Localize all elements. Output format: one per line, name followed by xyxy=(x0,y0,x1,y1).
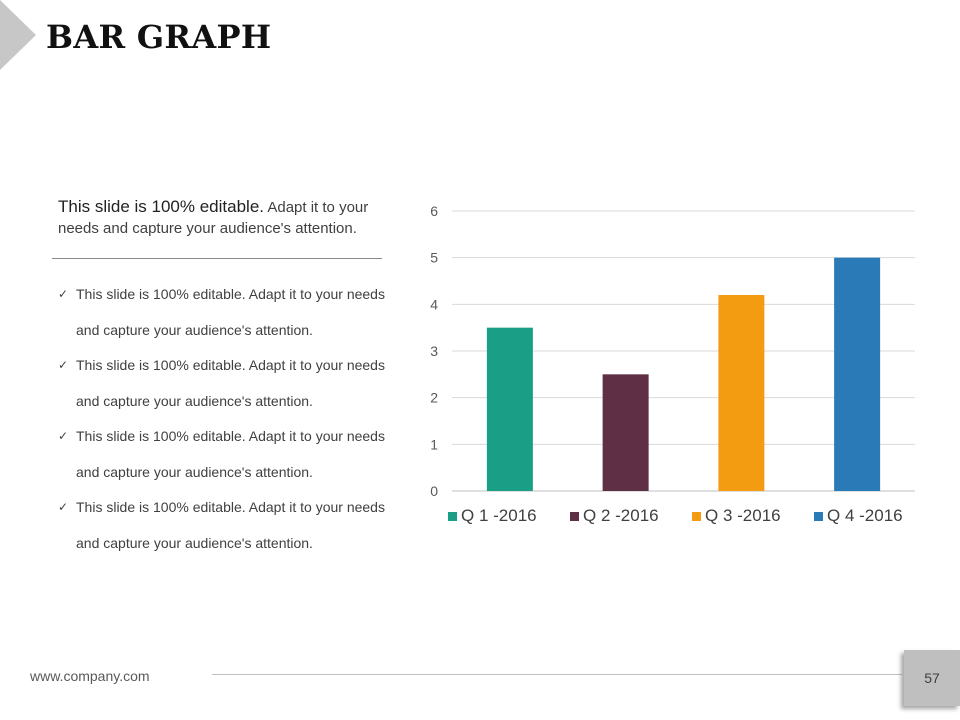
bar xyxy=(486,327,533,491)
divider xyxy=(52,258,382,259)
bullet-text: This slide is 100% editable. Adapt it to… xyxy=(76,286,385,338)
bar xyxy=(834,257,881,491)
bullet-item: ✓ This slide is 100% editable. Adapt it t… xyxy=(58,489,408,560)
bullet-list: ✓ This slide is 100% editable. Adapt it t… xyxy=(58,276,408,560)
checkmark-icon: ✓ xyxy=(58,358,69,372)
y-tick-label: 2 xyxy=(430,390,438,406)
page-number-box xyxy=(904,650,960,706)
y-tick-label: 3 xyxy=(430,343,438,359)
legend-swatch xyxy=(814,512,823,521)
footer-divider xyxy=(212,674,902,675)
legend-swatch xyxy=(692,512,701,521)
checkmark-icon: ✓ xyxy=(58,287,69,301)
legend-label: Q 2 -2016 xyxy=(583,506,659,525)
intro-rest: Adapt it to your needs and capture your … xyxy=(58,199,369,237)
intro-text: This slide is 100% editable. Adapt it to… xyxy=(58,196,408,239)
y-tick-label: 4 xyxy=(430,296,438,312)
bullet-item: ✓ This slide is 100% editable. Adapt it t… xyxy=(58,347,408,418)
bullet-text: This slide is 100% editable. Adapt it to… xyxy=(76,428,385,480)
y-tick-label: 0 xyxy=(430,483,438,499)
bar xyxy=(602,374,649,491)
bullet-text: This slide is 100% editable. Adapt it to… xyxy=(76,499,385,551)
y-tick-label: 5 xyxy=(430,250,438,266)
bullet-item: ✓ This slide is 100% editable. Adapt it t… xyxy=(58,276,408,347)
page-number: 57 xyxy=(924,670,940,686)
checkmark-icon: ✓ xyxy=(58,500,69,514)
y-tick-label: 6 xyxy=(430,203,438,219)
bullet-text: This slide is 100% editable. Adapt it to… xyxy=(76,357,385,409)
legend-label: Q 3 -2016 xyxy=(705,506,781,525)
y-tick-label: 1 xyxy=(430,436,438,452)
page-title: BAR GRAPH xyxy=(46,18,272,56)
legend-label: Q 4 -2016 xyxy=(827,506,903,525)
legend-swatch xyxy=(448,512,457,521)
bullet-item: ✓ This slide is 100% editable. Adapt it t… xyxy=(58,418,408,489)
legend-label: Q 1 -2016 xyxy=(461,506,537,525)
legend-swatch xyxy=(570,512,579,521)
intro-lead: This slide is 100% editable. xyxy=(58,197,265,216)
checkmark-icon: ✓ xyxy=(58,429,69,443)
footer-url: www.company.com xyxy=(30,668,150,684)
bar xyxy=(718,295,765,491)
bar-chart: 0 1 2 3 4 5 6 Q 1 -2016 Q 2 -2016 Q 3 -2016 Q 4 -2… xyxy=(430,203,915,525)
corner-arrow-icon xyxy=(0,0,36,70)
